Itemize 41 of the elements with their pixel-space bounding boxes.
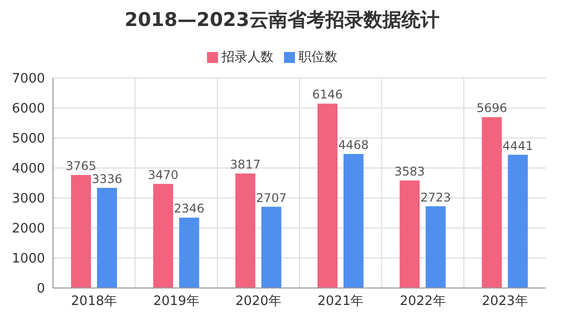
bar [482, 117, 502, 288]
x-tick-label: 2019年 [153, 294, 200, 310]
x-tick-label: 2022年 [400, 294, 446, 310]
bar [508, 154, 528, 288]
data-label: 6146 [312, 88, 343, 102]
legend-label: 职位数 [298, 50, 338, 65]
y-tick-label: 0 [36, 282, 45, 297]
legend-label: 招录人数 [222, 50, 274, 65]
bar [97, 188, 117, 288]
bar [235, 173, 256, 288]
bar [179, 218, 200, 288]
y-tick-label: 7000 [12, 72, 45, 87]
data-label: 2346 [174, 202, 204, 216]
data-label: 2707 [256, 190, 287, 205]
x-tick-label: 2023年 [482, 294, 528, 310]
chart-title: 2018—2023云南省考招录数据统计 [124, 8, 440, 33]
bar [71, 175, 91, 288]
data-label: 5696 [476, 101, 508, 116]
y-tick-label: 6000 [12, 102, 45, 117]
bar [153, 184, 174, 288]
bar [426, 206, 446, 288]
y-tick-label: 3000 [12, 192, 45, 207]
y-tick-label: 5000 [12, 132, 45, 147]
data-label: 4468 [338, 138, 369, 152]
y-tick-label: 4000 [12, 162, 45, 177]
data-label: 3583 [394, 164, 425, 179]
data-label: 3470 [148, 168, 178, 182]
data-label: 3336 [92, 172, 122, 186]
bar [344, 154, 364, 288]
data-label: 3765 [66, 159, 96, 174]
data-label: 4441 [502, 138, 534, 153]
data-label: 2723 [420, 190, 451, 204]
data-label: 3817 [230, 157, 261, 172]
bar [318, 104, 338, 288]
x-tick-label: 2020年 [235, 294, 282, 310]
bar [261, 206, 282, 288]
y-tick-label: 1000 [12, 252, 45, 267]
bar [400, 180, 420, 288]
y-tick-label: 2000 [12, 222, 45, 237]
x-tick-label: 2021年 [318, 294, 364, 310]
x-tick-label: 2018年 [71, 294, 118, 310]
